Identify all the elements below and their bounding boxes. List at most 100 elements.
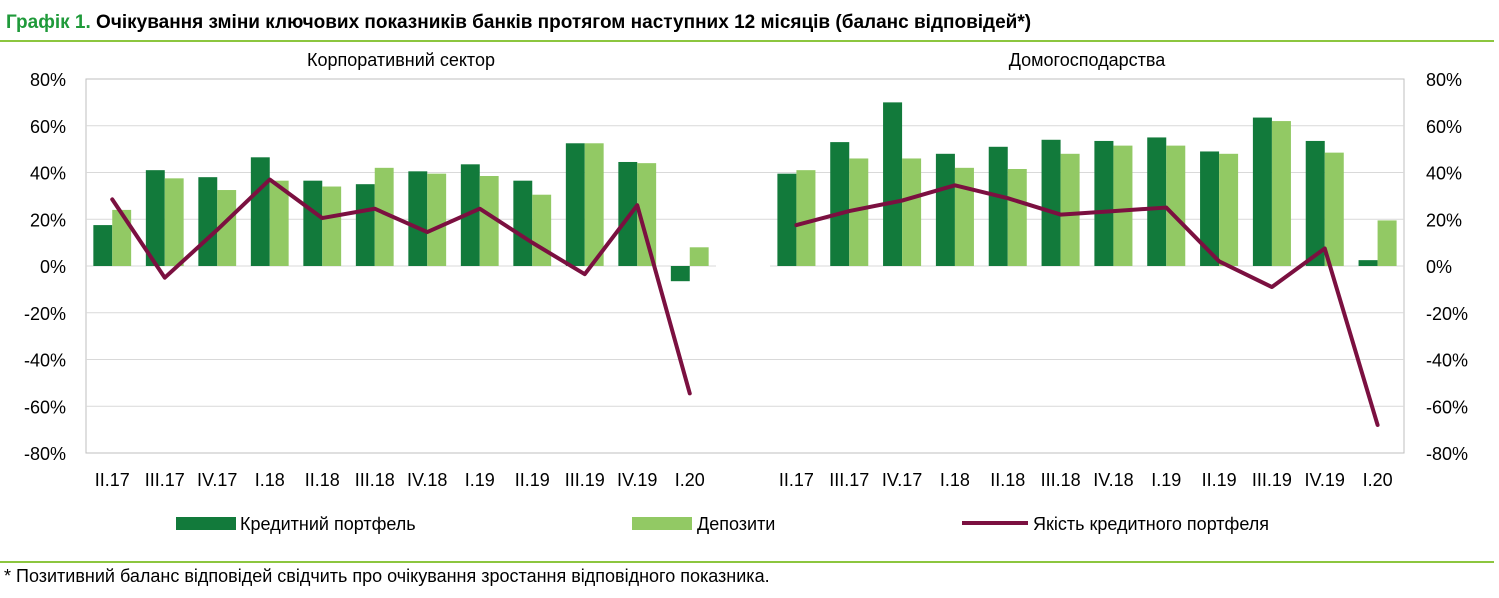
bar-deposits bbox=[427, 173, 447, 266]
bar-deposits bbox=[902, 158, 922, 266]
bar-credit-portfolio bbox=[1358, 260, 1378, 266]
bar-credit-portfolio bbox=[250, 157, 270, 266]
x-tick-label: II.18 bbox=[305, 470, 340, 490]
top-divider bbox=[0, 40, 1494, 42]
y-tick-label-left: -20% bbox=[24, 304, 66, 324]
line-portfolio-quality bbox=[110, 177, 692, 396]
bar-credit-portfolio bbox=[565, 143, 585, 266]
bar-credit-portfolio bbox=[935, 153, 955, 266]
y-tick-label-right: 80% bbox=[1426, 70, 1462, 90]
bar-deposits bbox=[1219, 153, 1239, 266]
bar-deposits bbox=[584, 143, 604, 266]
x-tick-label: I.19 bbox=[1151, 470, 1181, 490]
bar-deposits bbox=[1377, 220, 1397, 266]
x-tick-label: III.17 bbox=[145, 470, 185, 490]
y-tick-label-left: -80% bbox=[24, 444, 66, 464]
y-tick-label-left: 80% bbox=[30, 70, 66, 90]
line-portfolio-quality bbox=[794, 183, 1380, 427]
y-tick-label-right: 60% bbox=[1426, 117, 1462, 137]
x-tick-label: IV.18 bbox=[407, 470, 447, 490]
bar-credit-portfolio bbox=[1094, 140, 1114, 266]
x-tick-label: III.19 bbox=[1252, 470, 1292, 490]
x-tick-label: II.19 bbox=[1202, 470, 1237, 490]
bar-deposits bbox=[164, 178, 184, 266]
bottom-divider bbox=[0, 561, 1494, 563]
legend-label: Кредитний портфель bbox=[240, 514, 416, 534]
bar-credit-portfolio bbox=[93, 225, 113, 266]
y-tick-label-left: 40% bbox=[30, 164, 66, 184]
x-tick-label: I.20 bbox=[1363, 470, 1393, 490]
bar-credit-portfolio bbox=[670, 266, 690, 282]
y-tick-label-left: 0% bbox=[40, 257, 66, 277]
bar-deposits bbox=[849, 158, 869, 266]
x-tick-label: IV.17 bbox=[197, 470, 237, 490]
bar-credit-portfolio bbox=[1041, 139, 1061, 266]
bar-credit-portfolio bbox=[618, 161, 638, 266]
y-tick-label-left: 20% bbox=[30, 210, 66, 230]
bar-credit-portfolio bbox=[777, 173, 797, 266]
bar-deposits bbox=[1166, 145, 1186, 266]
bar-credit-portfolio bbox=[1200, 151, 1220, 266]
x-tick-label: IV.19 bbox=[617, 470, 657, 490]
chart-title: Очікування зміни ключових показників бан… bbox=[96, 12, 1032, 33]
bar-deposits bbox=[637, 163, 657, 266]
legend-swatch-deposits bbox=[632, 517, 692, 530]
panel-title: Домогосподарства bbox=[1009, 50, 1166, 70]
bar-deposits bbox=[1324, 152, 1344, 266]
bar-credit-portfolio bbox=[1305, 140, 1325, 266]
x-tick-label: I.20 bbox=[675, 470, 705, 490]
bar-deposits bbox=[479, 176, 499, 266]
bar-deposits bbox=[1007, 168, 1027, 266]
bar-credit-portfolio bbox=[408, 171, 428, 266]
bar-deposits bbox=[689, 247, 709, 266]
x-tick-label: II.18 bbox=[990, 470, 1025, 490]
bar-credit-portfolio bbox=[355, 184, 375, 266]
bar-credit-portfolio bbox=[830, 142, 850, 266]
bar-credit-portfolio bbox=[460, 164, 480, 266]
chart-area: 80% 60% 40% 20% 0% -20% -40% -60% -80% 80% 60% 40% 2… bbox=[24, 50, 1468, 534]
y-tick-label-left: 60% bbox=[30, 117, 66, 137]
y-tick-label-left: -40% bbox=[24, 351, 66, 371]
bar-credit-portfolio bbox=[988, 146, 1008, 266]
legend-label: Якість кредитного портфеля bbox=[1033, 514, 1269, 534]
bar-deposits bbox=[532, 194, 552, 266]
x-tick-label: II.17 bbox=[95, 470, 130, 490]
bar-deposits bbox=[112, 209, 132, 266]
bar-credit-portfolio bbox=[1252, 117, 1272, 266]
y-tick-label-right: -40% bbox=[1426, 351, 1468, 371]
x-tick-label: II.17 bbox=[779, 470, 814, 490]
y-tick-label-right: -20% bbox=[1426, 304, 1468, 324]
x-tick-label: III.17 bbox=[829, 470, 869, 490]
x-tick-label: III.19 bbox=[565, 470, 605, 490]
legend-swatch-credit-portfolio bbox=[176, 517, 236, 530]
chart-number: Графік 1. bbox=[6, 12, 91, 33]
x-tick-label: III.18 bbox=[1041, 470, 1081, 490]
bar-credit-portfolio bbox=[198, 177, 218, 266]
footnote: * Позитивний баланс відповідей свідчить … bbox=[4, 566, 770, 586]
bar-deposits bbox=[374, 167, 394, 266]
bar-deposits bbox=[1271, 121, 1291, 266]
y-tick-label-right: -60% bbox=[1426, 397, 1468, 417]
bar-credit-portfolio bbox=[883, 102, 903, 266]
bar-credit-portfolio bbox=[145, 170, 165, 266]
legend-label: Депозити bbox=[697, 514, 775, 534]
y-tick-label-right: 20% bbox=[1426, 210, 1462, 230]
y-tick-label-right: 0% bbox=[1426, 257, 1452, 277]
bar-deposits bbox=[217, 190, 237, 266]
bar-deposits bbox=[322, 186, 342, 266]
x-tick-label: IV.18 bbox=[1093, 470, 1133, 490]
chart-header: Графік 1. Очікування зміни ключових пока… bbox=[6, 12, 1031, 34]
x-tick-label: III.18 bbox=[355, 470, 395, 490]
bar-deposits bbox=[1113, 145, 1133, 266]
bar-credit-portfolio bbox=[303, 180, 323, 266]
x-tick-label: I.19 bbox=[465, 470, 495, 490]
x-tick-label: IV.17 bbox=[882, 470, 922, 490]
y-tick-label-right: 40% bbox=[1426, 164, 1462, 184]
y-tick-label-right: -80% bbox=[1426, 444, 1468, 464]
x-tick-label: I.18 bbox=[940, 470, 970, 490]
x-tick-label: II.19 bbox=[515, 470, 550, 490]
y-tick-label-left: -60% bbox=[24, 397, 66, 417]
x-tick-label: IV.19 bbox=[1305, 470, 1345, 490]
bar-credit-portfolio bbox=[1147, 137, 1167, 266]
bar-credit-portfolio bbox=[513, 180, 533, 266]
